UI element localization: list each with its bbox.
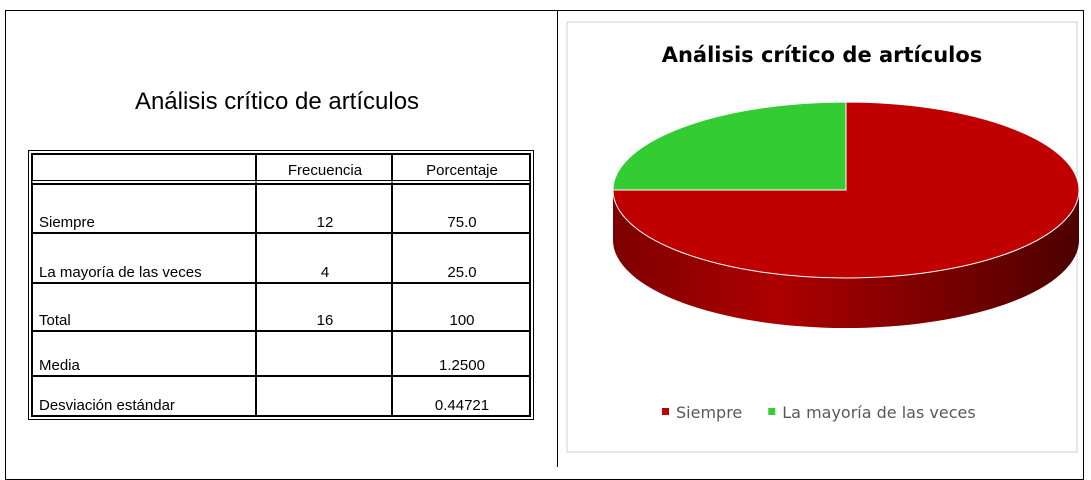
cell: 100	[392, 283, 530, 331]
header-cell: Frecuencia	[256, 154, 392, 184]
cell: 0.44721	[392, 376, 530, 416]
page: Análisis crítico de artículos Frecuencia…	[5, 10, 1084, 480]
cell: 25.0	[392, 233, 530, 283]
row-label: La mayoría de las veces	[32, 233, 256, 283]
table-title: Análisis crítico de artículos	[134, 88, 420, 115]
header-cell: Porcentaje	[392, 154, 530, 184]
table-row: Media 1.2500	[32, 331, 530, 376]
row-label: Siempre	[32, 184, 256, 233]
cell	[256, 376, 392, 416]
header-cell	[32, 154, 256, 184]
table-row: Total 16 100	[32, 283, 530, 331]
cell: 1.2500	[392, 331, 530, 376]
row-label: Total	[32, 283, 256, 331]
header-row: Frecuencia Porcentaje	[32, 154, 530, 184]
table-row: La mayoría de las veces 4 25.0	[32, 233, 530, 283]
row-label: Desviación estándar	[32, 376, 256, 416]
table-row: Desviación estándar 0.44721	[32, 376, 530, 416]
table-row: Siempre 12 75.0	[32, 184, 530, 233]
cell: 4	[256, 233, 392, 283]
cell	[256, 331, 392, 376]
data-table: Frecuencia Porcentaje Siempre 12 75.0 La mayo…	[28, 150, 534, 420]
row-label: Media	[32, 331, 256, 376]
cell: 75.0	[392, 184, 530, 233]
cell: 12	[256, 184, 392, 233]
divider	[557, 10, 558, 467]
cell: 16	[256, 283, 392, 331]
